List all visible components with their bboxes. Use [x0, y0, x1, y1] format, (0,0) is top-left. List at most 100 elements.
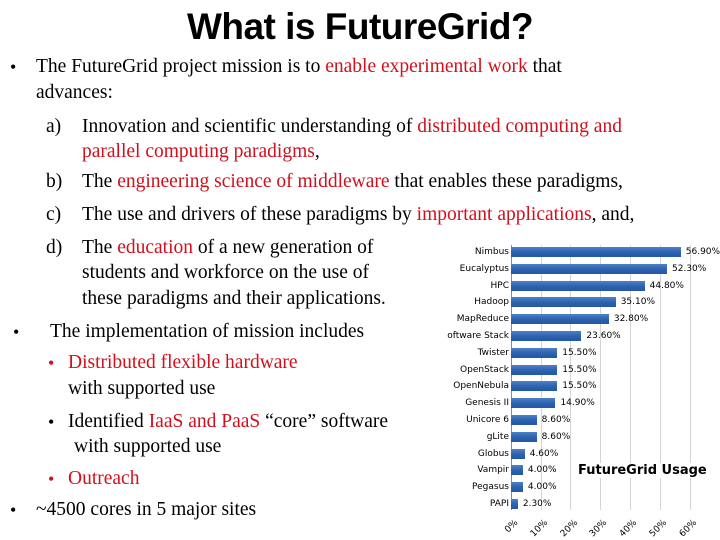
highlight-text: education [117, 237, 194, 258]
bullet-marker: • [10, 500, 17, 520]
item-b-marker: b) [46, 171, 63, 192]
highlight-text: distributed computing and [417, 116, 622, 137]
x-tick-label: 60% [677, 518, 699, 540]
text-segment: The [82, 237, 118, 258]
category-label: Eucalyptus [459, 263, 509, 274]
category-label: Pegasus [472, 482, 509, 493]
value-label: 52.30% [672, 263, 707, 274]
value-label: 44.80% [649, 280, 684, 291]
text-segment: “core” software [260, 411, 388, 432]
bar-row: PAPI 2.30% [420, 498, 720, 515]
sub-bullet-marker: • [48, 353, 55, 373]
usage-bar-chart: Nimbus 56.90% Eucalyptus 52.30% HPC 44.80% Had… [420, 240, 720, 540]
text-segment: Innovation and scientific understanding … [82, 116, 418, 137]
highlight-text: parallel computing paradigms [82, 141, 315, 162]
value-label: 8.60% [541, 415, 571, 425]
software-text: Identified IaaS and PaaS “core” software [68, 410, 388, 434]
text-segment: , and, [591, 204, 635, 225]
item-c-marker: c) [46, 204, 62, 225]
bar [511, 331, 582, 341]
category-label: Nimbus [474, 247, 509, 257]
bar [511, 482, 523, 493]
item-d-marker: d) [46, 237, 63, 258]
item-d-text-line3: these paradigms and their applications. [82, 288, 386, 309]
bullet-marker: • [10, 57, 17, 77]
mission-text-line2: advances: [36, 82, 113, 103]
gridline [630, 245, 631, 510]
bar-row: oftware Stack 23.60% [420, 330, 720, 347]
text-segment: Identified [68, 411, 149, 432]
bar-row: MapReduce 32.80% [420, 313, 720, 330]
x-tick-label: 10% [528, 518, 550, 540]
bar [511, 465, 523, 476]
bar-row: HPC 44.80% [420, 280, 720, 297]
x-tick-label: 40% [618, 518, 640, 540]
highlight-text: important applications [416, 204, 592, 225]
gridline [541, 245, 542, 510]
value-label: 2.30% [522, 499, 552, 509]
value-label: 15.50% [562, 347, 597, 358]
bar-row: Hadoop 35.10% [420, 296, 720, 313]
value-label: 23.60% [586, 331, 621, 341]
bar-row: Unicore 6 8.60% [420, 414, 720, 431]
bar [511, 448, 525, 459]
category-label: OpenStack [460, 364, 509, 375]
bar [511, 314, 609, 325]
bar [511, 347, 558, 358]
item-a-marker: a) [46, 116, 62, 137]
bar [511, 280, 645, 291]
value-label: 8.60% [541, 431, 571, 442]
text-segment: The FutureGrid project mission is to [36, 56, 326, 77]
bar-row: Eucalyptus 52.30% [420, 263, 720, 280]
bar [511, 415, 537, 425]
bar-row: Pegasus 4.00% [420, 481, 720, 498]
text-segment: , [314, 141, 320, 162]
category-label: gLite [486, 431, 509, 442]
bar-row: gLite 8.60% [420, 431, 720, 448]
value-label: 4.60% [529, 448, 559, 459]
value-label: 56.90% [685, 247, 720, 257]
category-label: PAPI [489, 499, 509, 509]
category-label: HPC [490, 280, 509, 291]
x-tick-label: 20% [558, 518, 580, 540]
item-b-text: The engineering science of middleware th… [82, 170, 623, 194]
software-text-line2: with supported use [74, 436, 222, 457]
highlight-text: IaaS and PaaS [148, 411, 261, 432]
category-label: MapReduce [456, 314, 509, 325]
bar-row: OpenStack 15.50% [420, 364, 720, 381]
category-label: Unicore 6 [466, 415, 509, 425]
value-label: 15.50% [562, 364, 597, 375]
hardware-text: Distributed flexible hardware [68, 352, 298, 373]
bar-row: Twister 15.50% [420, 347, 720, 364]
category-label: Vampir [477, 465, 509, 476]
cores-text: ~4500 cores in 5 major sites [36, 499, 257, 520]
mission-text: The FutureGrid project mission is to ena… [36, 55, 562, 79]
x-tick-label: 30% [588, 518, 610, 540]
sub-bullet-marker: • [48, 412, 55, 432]
hardware-text-line2: with supported use [68, 378, 216, 399]
bar [511, 247, 681, 257]
gridline [690, 245, 691, 510]
bar-row: OpenNebula 15.50% [420, 380, 720, 397]
category-label: OpenNebula [453, 381, 509, 392]
category-label: oftware Stack [447, 331, 509, 341]
value-label: 35.10% [620, 297, 656, 308]
gridline [600, 245, 601, 510]
x-tick-label: 50% [647, 518, 670, 540]
text-segment: that [527, 56, 562, 77]
outreach-text: Outreach [68, 468, 140, 489]
gridline [570, 245, 571, 510]
value-label: 15.50% [562, 381, 597, 392]
sub-bullet-marker: • [48, 469, 55, 489]
gridline [660, 245, 661, 510]
bar [511, 263, 668, 274]
bar-row: Nimbus 56.90% [420, 246, 720, 263]
bar-row: Globus 4.60% [420, 448, 720, 465]
bar [511, 431, 537, 442]
bar-row: Vampir 4.00% [420, 464, 720, 481]
category-label: Globus [477, 448, 509, 459]
bar [511, 398, 556, 409]
item-d-text-line2: students and workforce on the use of [82, 262, 370, 283]
item-a-text-line2: parallel computing paradigms, [82, 140, 320, 164]
item-c-text: The use and drivers of these paradigms b… [82, 203, 634, 227]
